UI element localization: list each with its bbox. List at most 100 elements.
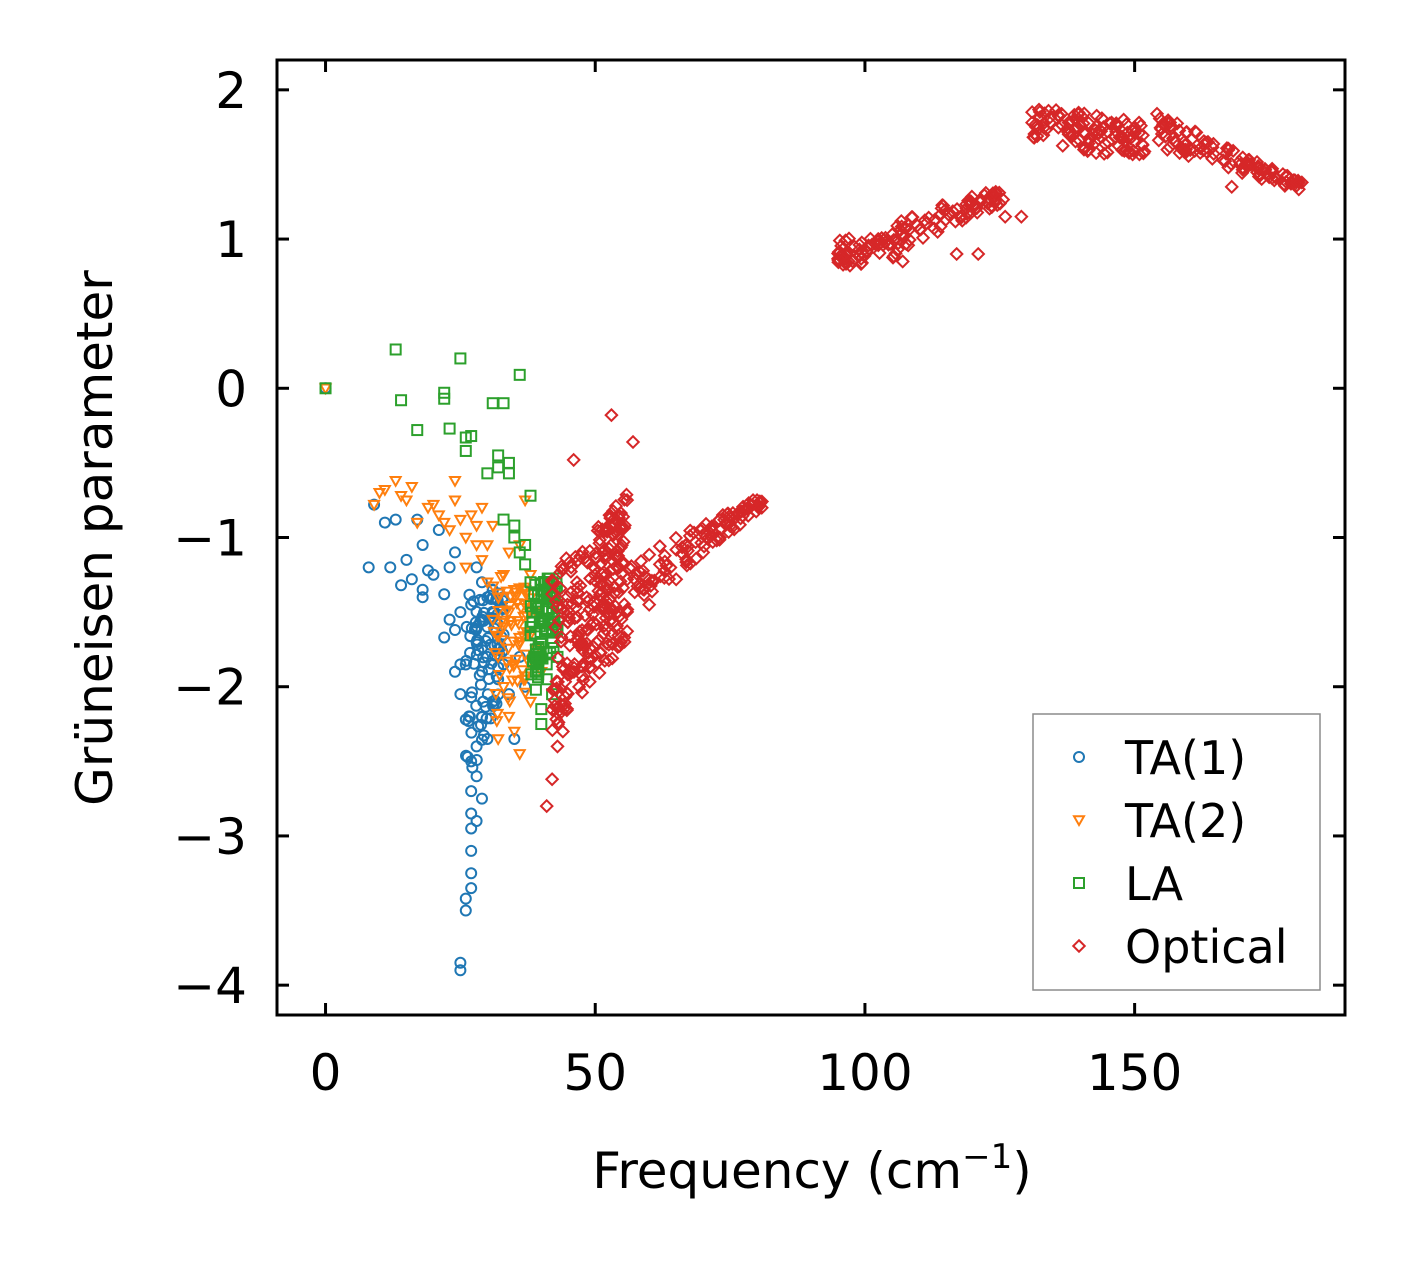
data-point xyxy=(1026,130,1041,145)
data-point xyxy=(598,542,613,558)
data-point xyxy=(556,701,571,717)
data-point xyxy=(1172,123,1187,138)
data-point xyxy=(487,626,501,639)
data-point xyxy=(1096,146,1112,161)
data-point xyxy=(933,219,948,234)
data-point xyxy=(1081,115,1096,131)
data-point xyxy=(513,637,527,649)
data-point xyxy=(606,603,621,618)
data-point xyxy=(497,513,510,526)
data-point xyxy=(486,695,499,708)
data-point xyxy=(622,560,637,576)
data-point xyxy=(1121,145,1137,160)
legend-marker xyxy=(1072,815,1086,828)
data-point xyxy=(1051,120,1066,135)
data-point xyxy=(508,531,521,544)
data-point xyxy=(574,659,590,674)
data-point xyxy=(481,650,494,663)
data-point xyxy=(474,678,487,691)
data-point xyxy=(625,434,641,450)
data-point xyxy=(754,494,770,509)
data-point xyxy=(544,772,560,787)
data-point xyxy=(1235,162,1250,177)
data-point xyxy=(652,539,667,554)
data-point xyxy=(551,613,567,628)
data-point xyxy=(1061,127,1076,142)
data-point xyxy=(574,685,590,700)
data-point xyxy=(714,521,729,537)
data-point xyxy=(474,593,487,606)
data-point xyxy=(496,570,511,582)
data-point xyxy=(502,467,515,480)
data-point xyxy=(550,739,565,754)
data-point xyxy=(1149,106,1165,121)
data-point xyxy=(574,634,589,649)
data-point xyxy=(598,567,613,583)
data-point xyxy=(953,210,969,226)
data-point xyxy=(657,570,672,586)
data-point xyxy=(936,198,951,213)
data-point xyxy=(470,635,483,648)
data-point xyxy=(841,254,856,269)
data-point xyxy=(606,561,621,577)
y-axis-label: Grüneisen parameter xyxy=(66,270,124,806)
y-tick-label: −2 xyxy=(173,659,247,717)
data-point xyxy=(438,386,451,399)
data-point xyxy=(745,493,761,508)
data-point xyxy=(481,467,494,480)
data-point xyxy=(592,532,608,548)
data-point xyxy=(1041,103,1056,118)
data-point xyxy=(604,407,619,423)
data-point xyxy=(1162,139,1177,155)
data-point xyxy=(1218,153,1233,169)
data-point xyxy=(367,499,381,512)
data-point xyxy=(524,489,537,502)
data-point xyxy=(497,628,510,641)
data-point xyxy=(657,554,673,569)
data-point xyxy=(1277,178,1293,193)
data-point xyxy=(523,696,538,709)
data-point xyxy=(502,607,516,620)
data-point xyxy=(465,430,478,443)
data-point xyxy=(549,599,565,615)
data-point xyxy=(502,456,515,469)
data-point xyxy=(610,548,626,564)
data-point xyxy=(491,592,505,605)
data-point xyxy=(1240,159,1255,174)
data-point xyxy=(680,539,696,554)
data-point xyxy=(502,711,516,724)
data-point xyxy=(502,663,517,676)
data-point xyxy=(611,585,626,600)
data-point xyxy=(465,691,478,704)
data-point xyxy=(605,526,620,542)
data-point xyxy=(926,221,942,236)
data-point xyxy=(389,343,402,356)
data-point xyxy=(962,193,977,208)
data-point xyxy=(841,231,857,246)
data-point xyxy=(1218,146,1234,161)
data-point xyxy=(459,532,473,545)
data-point xyxy=(555,659,570,674)
data-point xyxy=(465,686,478,699)
data-point xyxy=(1156,115,1171,131)
legend-label: TA(1) xyxy=(1124,731,1246,785)
data-point xyxy=(721,524,736,540)
data-point xyxy=(502,547,516,560)
data-point xyxy=(554,559,569,574)
data-point xyxy=(395,394,408,407)
data-point xyxy=(1074,108,1089,124)
data-point xyxy=(491,734,505,746)
data-point xyxy=(1179,136,1194,152)
data-point xyxy=(1160,115,1176,131)
data-point xyxy=(500,586,514,599)
data-point xyxy=(496,622,511,635)
data-point xyxy=(705,534,720,550)
data-point xyxy=(1068,134,1083,149)
data-point xyxy=(443,422,456,435)
series-la xyxy=(319,343,564,731)
data-point xyxy=(694,521,710,536)
data-point xyxy=(1196,133,1212,149)
data-point xyxy=(657,548,672,563)
data-point xyxy=(453,514,468,527)
data-point xyxy=(547,693,562,708)
